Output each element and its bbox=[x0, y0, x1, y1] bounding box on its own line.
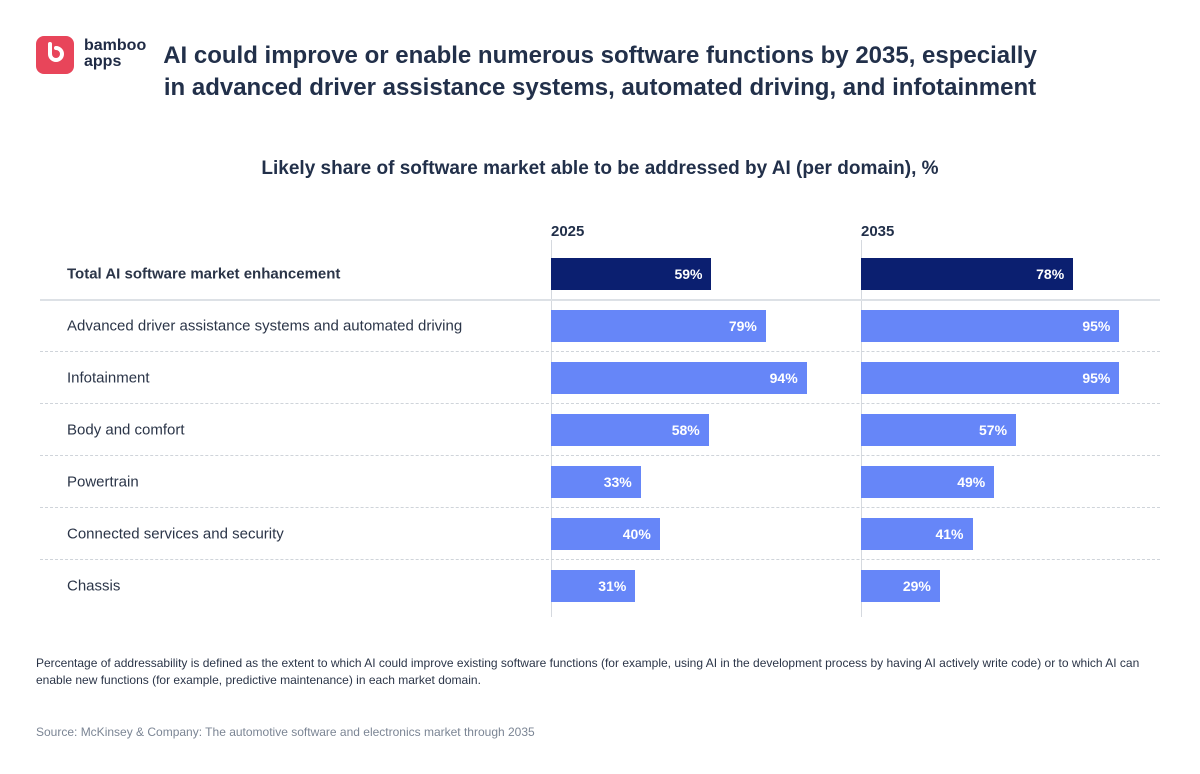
data-label: 29% bbox=[902, 578, 931, 594]
data-label: 58% bbox=[671, 422, 700, 438]
row-divider bbox=[40, 299, 1160, 301]
bar-2025: 40% bbox=[551, 518, 660, 550]
row-divider bbox=[40, 455, 1160, 456]
chart-subtitle: Likely share of software market able to … bbox=[261, 158, 939, 179]
category-label: Total AI software market enhancement bbox=[67, 265, 341, 283]
data-label: 59% bbox=[674, 266, 703, 282]
source-note: Source: McKinsey & Company: The automoti… bbox=[36, 725, 535, 739]
category-label: Body and comfort bbox=[67, 421, 185, 439]
category-label: Advanced driver assistance systems and a… bbox=[67, 317, 463, 335]
category-label: Powertrain bbox=[67, 473, 139, 491]
data-label: 95% bbox=[1082, 318, 1111, 334]
data-label: 95% bbox=[1082, 370, 1111, 386]
data-label: 57% bbox=[979, 422, 1008, 438]
logo-text: bamboo apps bbox=[84, 37, 147, 70]
category-label: Connected services and security bbox=[67, 525, 284, 543]
bamboo-apps-logo bbox=[36, 36, 74, 74]
column-header-2035: 2035 bbox=[861, 223, 895, 240]
bar-2035: 57% bbox=[861, 414, 1017, 446]
row-divider bbox=[40, 351, 1160, 352]
bar-2025: 31% bbox=[551, 570, 636, 602]
bar-2025: 58% bbox=[551, 414, 709, 446]
bar-2035: 49% bbox=[861, 466, 995, 498]
bar-2035: 95% bbox=[861, 362, 1120, 394]
category-label: Infotainment bbox=[67, 369, 150, 387]
bar-2035: 78% bbox=[861, 258, 1074, 290]
row-divider bbox=[40, 403, 1160, 404]
chart-title: AI could improve or enable numerous soft… bbox=[163, 42, 1037, 101]
data-label: 78% bbox=[1036, 266, 1065, 282]
data-label: 94% bbox=[769, 370, 798, 386]
data-label: 31% bbox=[598, 578, 627, 594]
bar-2025: 79% bbox=[551, 310, 766, 342]
bar-2025: 94% bbox=[551, 362, 807, 394]
bar-2025: 59% bbox=[551, 258, 712, 290]
column-header-2025: 2025 bbox=[551, 223, 585, 240]
data-label: 41% bbox=[935, 526, 964, 542]
bar-2035: 29% bbox=[861, 570, 940, 602]
footnote: Percentage of addressability is defined … bbox=[36, 656, 1140, 687]
logo-icon bbox=[48, 42, 64, 62]
bar-2035: 95% bbox=[861, 310, 1120, 342]
data-label: 49% bbox=[957, 474, 986, 490]
data-label: 40% bbox=[622, 526, 651, 542]
bar-2025: 33% bbox=[551, 466, 641, 498]
row-divider bbox=[40, 507, 1160, 508]
data-label: 33% bbox=[603, 474, 632, 490]
data-label: 79% bbox=[728, 318, 757, 334]
category-label: Chassis bbox=[67, 577, 121, 595]
row-divider bbox=[40, 559, 1160, 560]
bar-2035: 41% bbox=[861, 518, 973, 550]
